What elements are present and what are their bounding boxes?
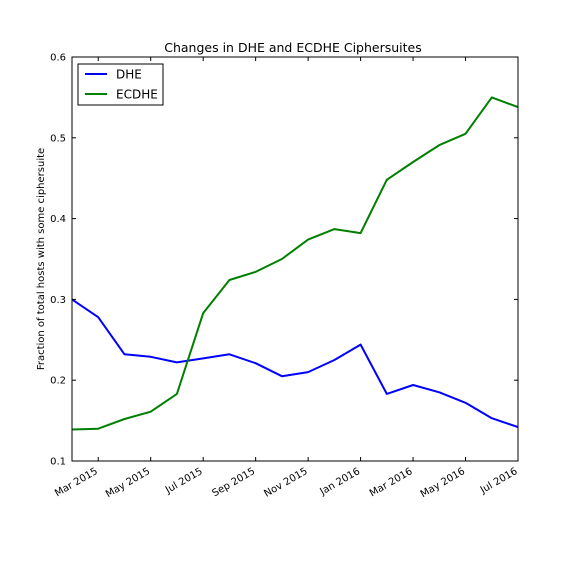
series-line-ecdhe — [71, 96, 519, 431]
y-tick-label: 0.6 — [50, 53, 66, 64]
y-axis-label: Fraction of total hosts with some cipher… — [36, 148, 47, 370]
legend-frame — [77, 63, 164, 106]
y-tick-label: 0.2 — [50, 376, 66, 387]
y-tick-label: 0.3 — [50, 295, 66, 306]
chart-title: Changes in DHE and ECDHE Ciphersuites — [164, 40, 422, 55]
y-tick-label: 0.4 — [50, 214, 66, 225]
y-tick-label: 0.5 — [50, 133, 66, 144]
series-line-dhe — [71, 298, 519, 429]
legend: DHE ECDHE — [77, 63, 164, 106]
legend-label-ecdhe: ECDHE — [116, 88, 158, 102]
plot-frame — [71, 56, 519, 462]
y-tick-label: 0.1 — [50, 457, 66, 468]
legend-label-dhe: DHE — [116, 68, 142, 82]
